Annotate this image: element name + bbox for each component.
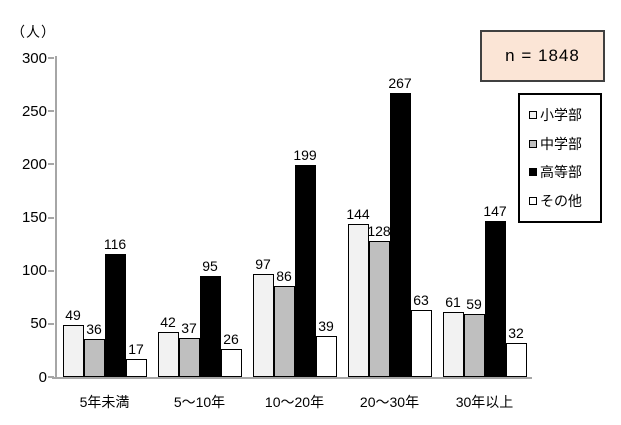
legend-label: 高等部 — [540, 164, 582, 181]
y-axis-tick — [48, 163, 54, 166]
bar — [484, 220, 506, 377]
bar — [505, 342, 527, 377]
bar-value-label: 116 — [103, 235, 127, 252]
y-axis-tick — [48, 322, 54, 325]
legend: 小学部中学部高等部その他 — [518, 93, 602, 223]
y-axis-tick-label: 50 — [30, 315, 47, 333]
bar — [62, 324, 84, 377]
bar-value-label: 32 — [508, 324, 524, 341]
bar — [199, 275, 221, 377]
y-axis-tick-label: 0 — [38, 368, 47, 386]
bar-value-label: 61 — [445, 294, 461, 311]
x-axis-category-label: 5〜10年 — [173, 394, 226, 410]
legend-label: 小学部 — [540, 107, 582, 124]
x-axis-line — [52, 377, 532, 379]
bar-value-label: 144 — [346, 205, 370, 222]
bar — [442, 312, 464, 377]
bar-value-label: 39 — [318, 317, 334, 334]
bar-value-label: 37 — [181, 319, 197, 336]
bar-value-label: 95 — [202, 257, 218, 274]
bar — [178, 337, 200, 377]
bar — [157, 332, 179, 377]
bar-value-label: 42 — [160, 314, 176, 331]
legend-item: 中学部 — [529, 137, 600, 151]
bar — [410, 310, 432, 377]
bar-value-label: 267 — [388, 75, 412, 92]
bar-value-label: 17 — [128, 340, 144, 357]
sample-size-label: n = 1848 — [505, 46, 580, 65]
y-axis-tick — [48, 216, 54, 219]
bar-value-label: 86 — [276, 267, 292, 284]
x-axis-category-label: 30年以上 — [455, 394, 514, 410]
legend-item: 高等部 — [529, 165, 600, 179]
bar — [463, 314, 485, 377]
bar — [252, 273, 274, 377]
bar-value-label: 59 — [466, 296, 482, 313]
y-axis-tick-label: 250 — [21, 102, 47, 120]
y-axis-tick-label: 200 — [21, 155, 47, 173]
bar — [294, 165, 316, 377]
x-axis-category-label: 20〜30年 — [359, 394, 420, 410]
x-axis-category-label: 10〜20年 — [264, 394, 325, 410]
bar-value-label: 36 — [86, 320, 102, 337]
y-axis-line — [55, 56, 57, 377]
legend-item: その他 — [529, 194, 600, 208]
legend-marker-icon — [529, 139, 537, 148]
legend-marker-icon — [529, 111, 537, 120]
x-axis-category-label: 5年未満 — [79, 394, 130, 410]
bar — [347, 223, 369, 377]
bar-value-label: 147 — [483, 202, 507, 219]
y-axis-tick — [48, 376, 54, 378]
plot-area: 0 50 100 150 200 250 300 49 36 116 17 5年未満 42 37 95 26 5… — [22, 51, 532, 410]
y-axis-tick-label: 300 — [21, 49, 47, 67]
bar — [104, 253, 126, 377]
legend-label: その他 — [540, 192, 582, 209]
bar-value-label: 63 — [413, 292, 429, 309]
y-axis-tick-label: 150 — [21, 209, 47, 226]
bar-value-label: 49 — [65, 306, 81, 323]
bar — [125, 358, 147, 377]
legend-item: 小学部 — [529, 108, 600, 122]
y-axis-tick — [48, 57, 54, 59]
bar-value-label: 97 — [255, 255, 271, 272]
bar — [220, 349, 242, 377]
y-axis-tick-label: 100 — [21, 262, 47, 280]
bar — [368, 240, 390, 377]
bar — [83, 338, 105, 377]
y-axis-tick — [48, 110, 54, 113]
bar — [389, 93, 411, 377]
y-axis-tick — [48, 269, 54, 272]
bar — [273, 285, 295, 377]
bar-value-label: 26 — [223, 331, 239, 348]
legend-marker-icon — [529, 196, 537, 205]
sample-size-box: n = 1848 — [480, 30, 605, 82]
y-axis-unit-label: （人） — [11, 24, 56, 40]
bar-value-label: 199 — [293, 147, 317, 164]
legend-marker-icon — [529, 168, 537, 177]
bar — [315, 335, 337, 377]
bar-value-label: 128 — [367, 222, 391, 239]
legend-label: 中学部 — [540, 135, 582, 152]
